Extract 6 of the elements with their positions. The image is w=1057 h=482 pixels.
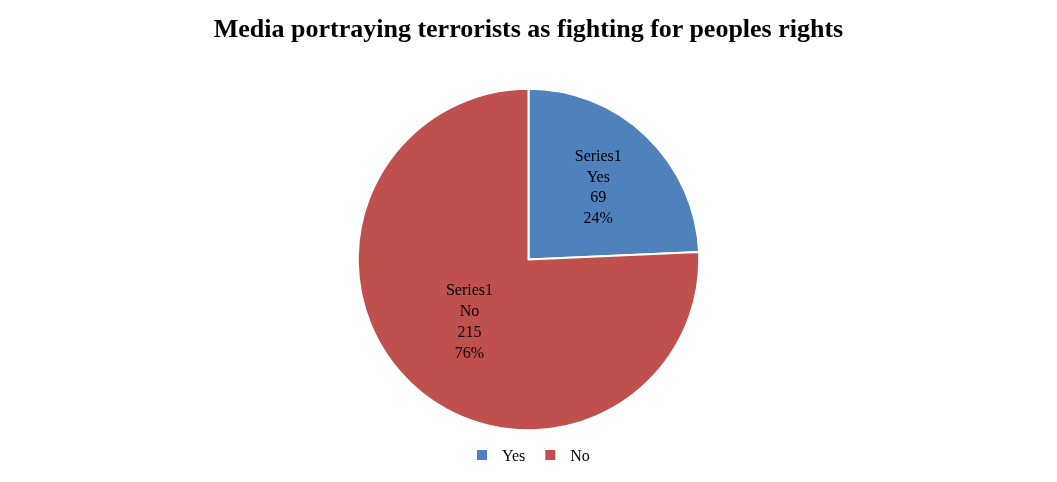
pie-slice [356, 87, 701, 431]
chart-title: Media portraying terrorists as fighting for peoples rights [213, 14, 844, 44]
legend-label: No [570, 447, 590, 465]
data-label: Series1 No 215 76% [445, 281, 494, 361]
legend-label: Yes [502, 447, 526, 465]
data-label: Series1 Yes 69 24% [574, 146, 622, 227]
